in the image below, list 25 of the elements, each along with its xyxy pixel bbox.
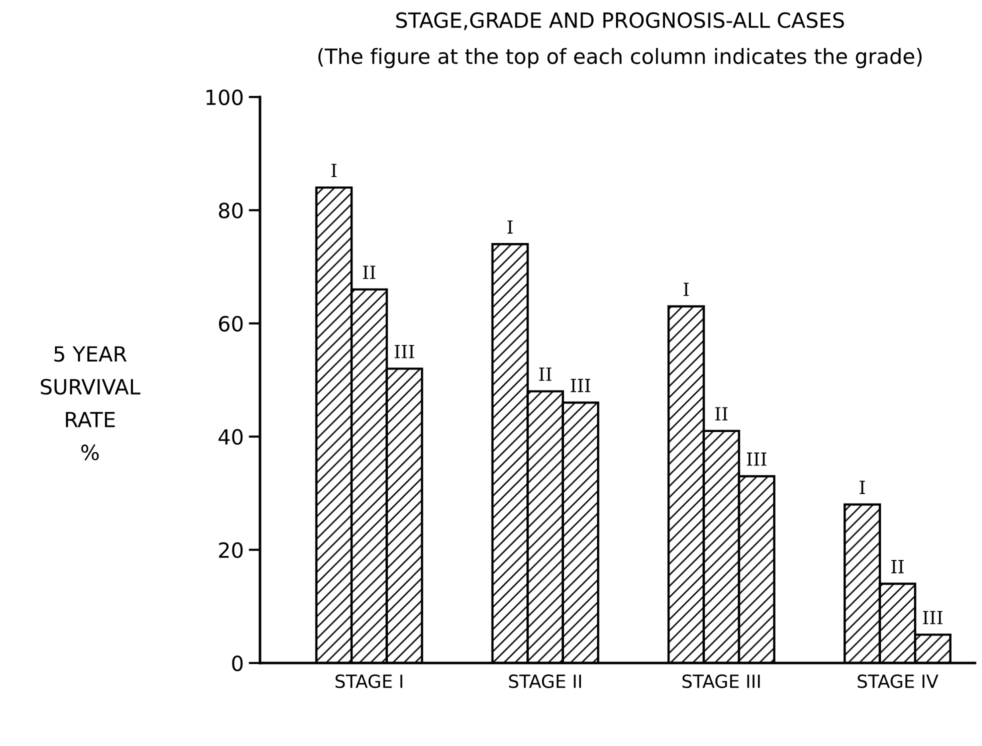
text: I [508, 220, 513, 234]
chart-subtitle: (The figure at the top of each column indicates the grade) [318, 48, 922, 68]
y-tick-label: 40 [218, 429, 243, 445]
y-tick-label: 0 [232, 655, 243, 672]
series-label: II [891, 560, 904, 574]
series-label: III [570, 378, 590, 392]
x-tick-label: STAGE IV [858, 674, 938, 688]
y-tick-label: 100 [206, 89, 243, 106]
text: III [746, 452, 766, 466]
y-tick-label: 20 [219, 542, 243, 558]
text: III [923, 610, 942, 624]
text: I [684, 282, 689, 296]
text: I [331, 164, 337, 178]
chart-title: STAGE,GRADE AND PROGNOSIS-ALL CASES [396, 12, 844, 30]
text: II [363, 266, 376, 279]
text: II [715, 407, 728, 420]
x-tick-label: STAGE I [336, 674, 402, 688]
x-tick-label: STAGE III [682, 674, 760, 688]
x-tick-label: STAGE II [509, 674, 581, 688]
y-tick-label: 80 [218, 202, 243, 218]
y-tick-label: 60 [218, 316, 243, 332]
series-label: I [860, 480, 865, 494]
y-axis-title: 5 YEAR SURVIVAL RATE % [40, 346, 140, 460]
text: III [394, 344, 414, 358]
text: II [539, 368, 552, 381]
